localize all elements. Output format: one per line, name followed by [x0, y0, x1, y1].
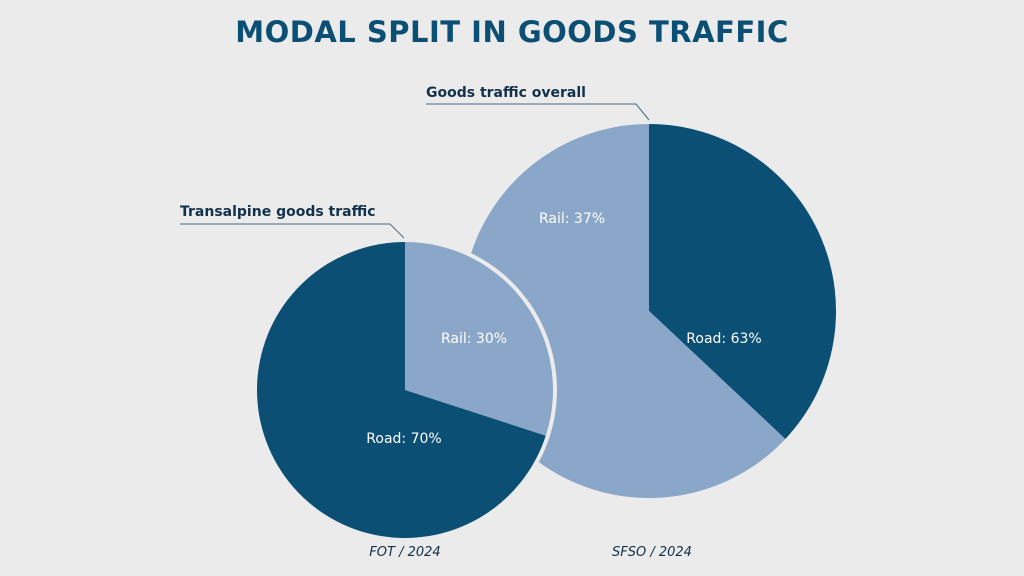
pie-overall-source: SFSO / 2024 [612, 545, 692, 560]
slice-label-rail: Rail: 30% [441, 331, 507, 347]
pie-transalpine-source: FOT / 2024 [369, 545, 440, 560]
slice-label-road: Road: 70% [366, 431, 441, 447]
chart-title: MODAL SPLIT IN GOODS TRAFFIC [235, 15, 788, 49]
pie-slice-rail [405, 242, 553, 436]
slice-label-road: Road: 63% [686, 331, 761, 347]
pie-slice-rail [649, 124, 836, 440]
pie-slice-road [257, 242, 546, 538]
pie-overall-title: Goods traffic overall [426, 85, 586, 101]
pie-transalpine-title: Transalpine goods traffic [180, 204, 376, 220]
slice-label-rail: Rail: 37% [539, 211, 605, 227]
pie-transalpine-goods-traffic: Rail: 30% Road: 70% [257, 242, 553, 538]
transalpine-leader-line [180, 223, 405, 239]
overall-leader-line [426, 103, 650, 121]
